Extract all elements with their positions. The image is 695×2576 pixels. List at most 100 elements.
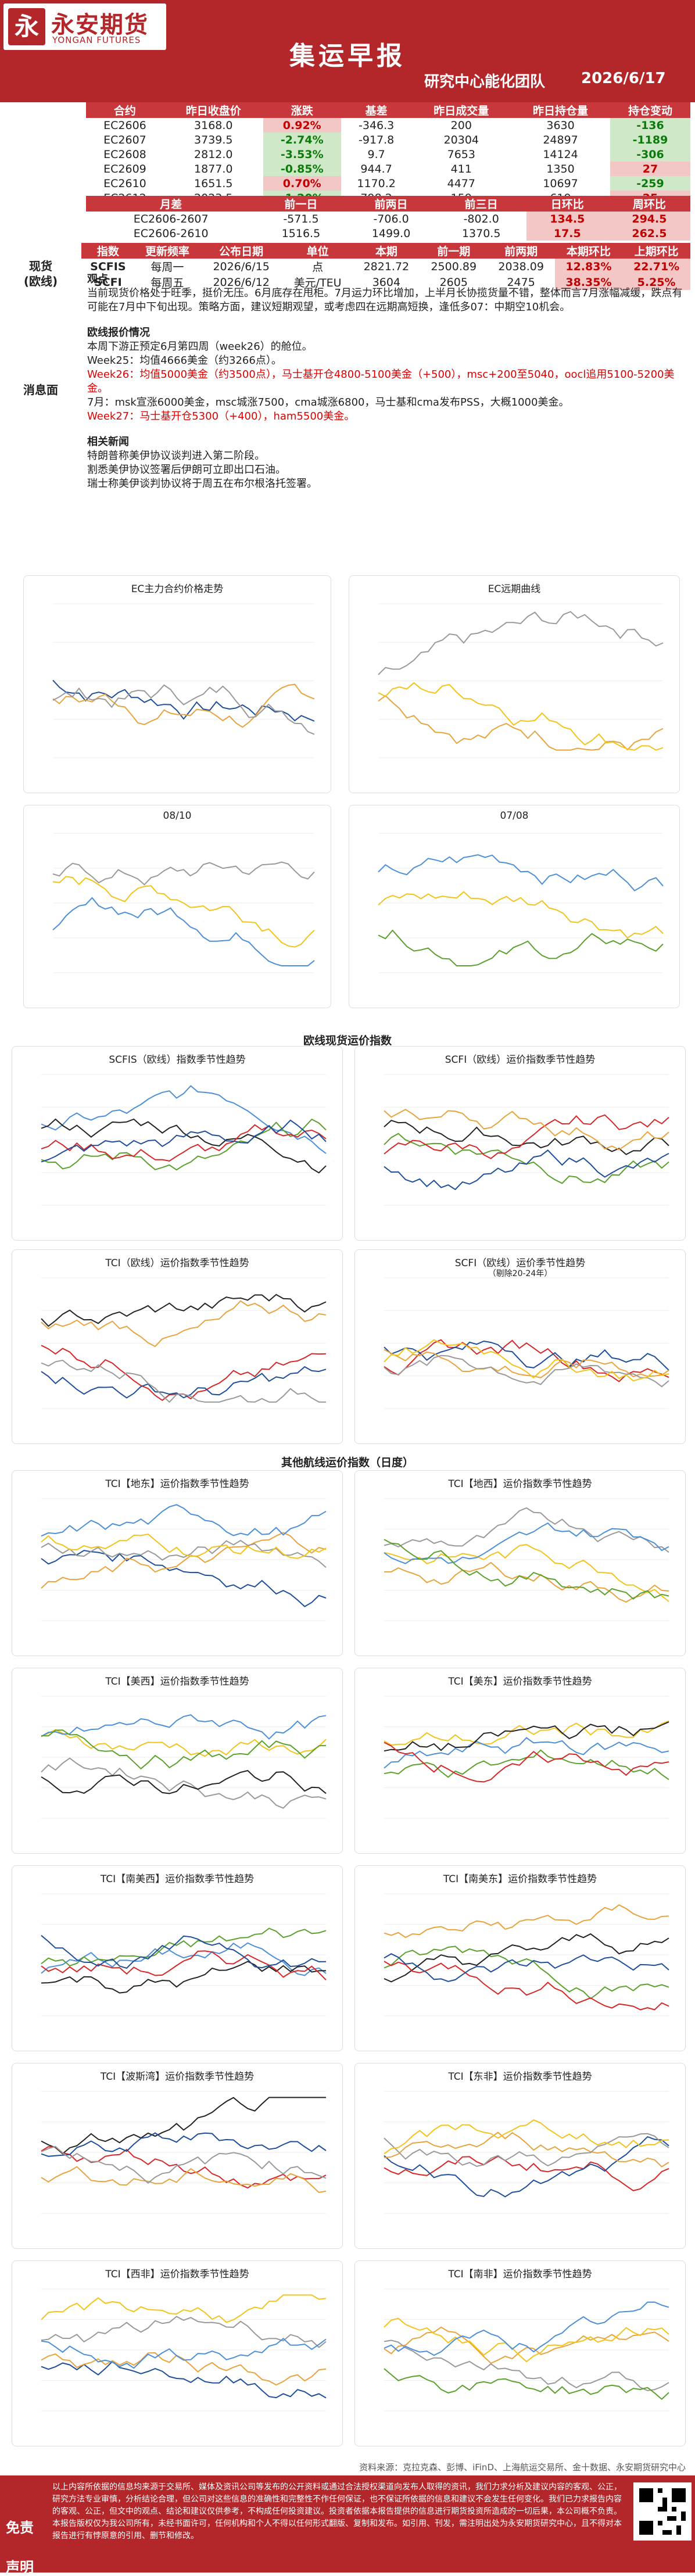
cell: -306 (610, 147, 690, 162)
series-line (378, 929, 664, 966)
col-header: 昨日持仓量 (511, 102, 610, 118)
series-line (41, 1504, 327, 1537)
cell: 22.71% (622, 259, 690, 274)
series-line (378, 611, 664, 675)
chart-c12: TCI【美东】运价指数季节性趋势 (354, 1668, 686, 1854)
series-line (41, 2316, 327, 2348)
chart-plot (384, 2091, 669, 2214)
series-line (384, 1119, 669, 1155)
chart-title: TCI【南美西】运价指数季节性趋势 (100, 1873, 255, 1885)
source-note: 资料来源：克拉克森、彭博、iFinD、上海航运交易所、金十数据、永安期货研究中心 (359, 2462, 686, 2473)
chart-title: SCFI（欧线）运价指数季节性趋势 (445, 1054, 596, 1066)
cell: -3.53% (263, 147, 341, 162)
cell: -346.3 (359, 119, 395, 132)
news-line: 瑞士称美伊谈判协议将于周五在布尔根洛托签署。 (87, 478, 317, 490)
chart-title: TCI【美西】运价指数季节性趋势 (105, 1676, 249, 1688)
series-line (41, 1927, 327, 1967)
spot-side-label2: (欧线) (23, 274, 58, 288)
disclaimer-label: 免责 (6, 2520, 34, 2536)
col-header: 单位 (282, 243, 353, 259)
series-line (41, 1119, 327, 1163)
news-side-label: 消息面 (23, 383, 58, 397)
cell: EC2609 (103, 162, 146, 175)
cell: 20304 (443, 133, 479, 146)
cell: 411 (450, 162, 472, 175)
col-header: 日环比 (526, 196, 608, 212)
chart-c15: TCI【波斯湾】运价指数季节性趋势 (12, 2063, 343, 2249)
table-row: EC2607 3739.5 -2.74% -917.8 20304 24897 -1189 (86, 132, 690, 147)
series-line (378, 854, 664, 891)
quote-line: Week27：马士基开仓5300（+400），ham5500美金。 (87, 410, 355, 422)
quote-line: Week25：均值4666美金（约3266点）。 (87, 354, 282, 367)
series-line (41, 1366, 327, 1399)
chart-title: TCI【南非】运价指数季节性趋势 (448, 2269, 592, 2280)
chart-c13: TCI【南美西】运价指数季节性趋势 (12, 1865, 343, 2051)
cell: 3168.0 (194, 119, 233, 132)
chart-plot (384, 2288, 669, 2412)
chart-plot (384, 1893, 669, 2016)
series-line (384, 2131, 669, 2167)
series-line (41, 1118, 327, 1171)
chart-plot (41, 2288, 327, 2412)
series-line (41, 1294, 327, 1327)
cell: 2026/6/12 (213, 275, 270, 289)
series-line (384, 1340, 669, 1371)
cell: 1499.0 (371, 227, 411, 240)
series-line (41, 2145, 327, 2184)
chart-plot (41, 1277, 327, 1409)
series-line (384, 1339, 669, 1382)
series-line (384, 1904, 669, 1939)
table-row: EC2608 2812.0 -3.53% 9.7 7653 14124 -306 (86, 147, 690, 162)
quote-line: Week26：均值5000美金（约3500点），马士基开仓4800-5100美金… (87, 368, 675, 395)
series-line (384, 2155, 669, 2191)
cell: 38.35% (554, 274, 623, 290)
cell: -136 (610, 118, 690, 132)
cell: 7653 (447, 148, 475, 161)
series-line (41, 1769, 327, 1794)
chart-plot (41, 1074, 327, 1206)
series-line (384, 1561, 669, 1603)
series-line (52, 876, 315, 948)
cell: 1651.5 (194, 177, 233, 190)
series-line (41, 1345, 327, 1402)
cell: 17.5 (526, 226, 608, 241)
series-line (41, 1950, 327, 1981)
chart-c3: 08/10 (23, 805, 331, 1008)
table-row: EC2606-2610 1516.5 1499.0 1370.5 17.5 262.5 (86, 226, 690, 241)
series-line (384, 2119, 669, 2155)
cell: EC2606-2610 (133, 227, 209, 240)
chart-plot (41, 1498, 327, 1621)
series-line (384, 1114, 669, 1159)
chart-title: TCI【地西】运价指数季节性趋势 (448, 1478, 592, 1490)
series-line (384, 2326, 669, 2364)
series-line (384, 1737, 669, 1769)
table-row: EC2606-2607 -571.5 -706.0 -802.0 134.5 294.5 (86, 212, 690, 226)
chart-title: 07/08 (500, 810, 529, 822)
report-date: 2026/6/17 (581, 70, 666, 87)
table-row: SCFIS 每周一 2026/6/15 点 2821.72 2500.89 2038.09 1… (81, 259, 690, 274)
col-header: 基差 (341, 102, 412, 118)
cell: EC2610 (103, 177, 146, 190)
page-title: 集运早报 (289, 41, 406, 71)
logo-cn: 永安期货 (51, 12, 149, 38)
series-line (378, 694, 664, 751)
chart-plot (384, 1074, 669, 1206)
company-logo: 永 永安期货 YONGAN FUTURES (3, 3, 166, 50)
qr-code-icon (633, 2482, 692, 2541)
cell: 1350 (546, 162, 575, 175)
series-line (41, 1118, 327, 1174)
table-row: SCFI 每周五 2026/6/12 美元/TEU 3604 2605 2475 38.35%… (81, 274, 690, 290)
cell: SCFIS (90, 260, 126, 273)
series-line (41, 1757, 327, 1809)
chart-c4: 07/08 (349, 805, 680, 1008)
section-title-eu: 欧线现货运价指数 (303, 1034, 392, 1047)
series-line (41, 2146, 327, 2189)
cell: 3630 (546, 119, 575, 132)
disclaimer-label2: 声明 (6, 2559, 34, 2575)
header-banner: 永 永安期货 YONGAN FUTURES 集运早报 研究中心能化团队 2026… (0, 0, 695, 102)
series-line (384, 1720, 669, 1746)
chart-c17: TCI【西非】运价指数季节性趋势 (12, 2260, 343, 2446)
chart-c7: TCI（欧线）运价指数季节性趋势 (12, 1249, 343, 1444)
chart-c9: TCI【地东】运价指数季节性趋势 (12, 1470, 343, 1656)
series-line (384, 1522, 669, 1564)
